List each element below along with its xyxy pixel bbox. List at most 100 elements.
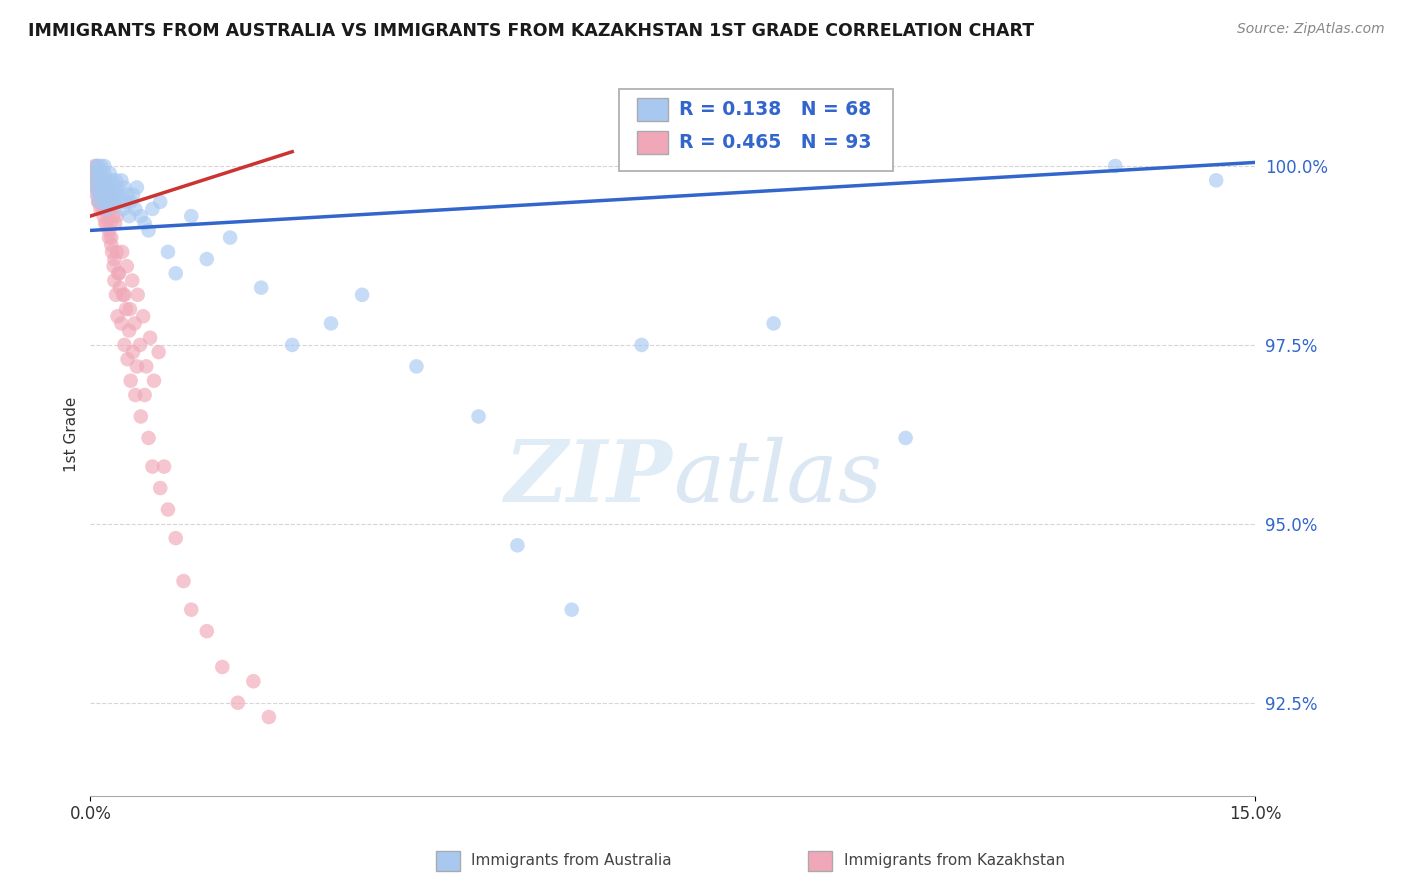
Point	[138, 431, 160, 445]
Y-axis label: 1st Grade: 1st Grade	[65, 397, 79, 472]
Point	[165, 531, 187, 545]
Point	[173, 574, 195, 588]
Text: Immigrants from Kazakhstan: Immigrants from Kazakhstan	[844, 854, 1064, 868]
Point	[86, 187, 108, 202]
Point	[97, 173, 120, 187]
Point	[118, 209, 141, 223]
Point	[91, 194, 114, 209]
Point	[98, 202, 121, 216]
Point	[93, 166, 115, 180]
Point	[894, 431, 917, 445]
Point	[89, 166, 111, 180]
Text: atlas: atlas	[672, 436, 882, 519]
Point	[111, 288, 134, 302]
Point	[561, 603, 583, 617]
Point	[91, 202, 114, 216]
Point	[100, 194, 122, 209]
Point	[153, 459, 176, 474]
Point	[87, 159, 110, 173]
Point	[83, 173, 105, 187]
Point	[242, 674, 264, 689]
Point	[121, 273, 143, 287]
Point	[319, 317, 342, 331]
Point	[94, 173, 117, 187]
Point	[105, 244, 128, 259]
Point	[114, 338, 136, 352]
Point	[94, 180, 117, 194]
Point	[1104, 159, 1126, 173]
Point	[83, 166, 105, 180]
Point	[84, 166, 107, 180]
Point	[97, 187, 120, 202]
Point	[97, 209, 120, 223]
Point	[281, 338, 304, 352]
Point	[105, 209, 128, 223]
Point	[86, 159, 108, 173]
Point	[195, 252, 218, 266]
Point	[87, 194, 110, 209]
Point	[156, 244, 179, 259]
Point	[165, 266, 187, 280]
Point	[87, 187, 110, 202]
Point	[195, 624, 218, 639]
Point	[100, 180, 122, 194]
Point	[134, 216, 156, 230]
Point	[352, 288, 374, 302]
Point	[107, 180, 129, 194]
Point	[103, 194, 125, 209]
Point	[129, 338, 152, 352]
Point	[125, 359, 148, 374]
Point	[118, 302, 141, 317]
Point	[120, 374, 142, 388]
Point	[101, 173, 124, 187]
Point	[111, 244, 134, 259]
Point	[87, 166, 110, 180]
Point	[90, 180, 112, 194]
Point	[762, 317, 785, 331]
Point	[84, 159, 107, 173]
Point	[103, 180, 125, 194]
Point	[117, 187, 139, 202]
Point	[98, 166, 121, 180]
Point	[226, 696, 249, 710]
Point	[94, 216, 117, 230]
Text: R = 0.465   N = 93: R = 0.465 N = 93	[679, 133, 872, 153]
Point	[96, 180, 118, 194]
Text: R = 0.138   N = 68: R = 0.138 N = 68	[679, 100, 872, 120]
Point	[103, 194, 125, 209]
Point	[110, 173, 132, 187]
Point	[115, 302, 138, 317]
Point	[93, 159, 115, 173]
Point	[89, 202, 111, 216]
Point	[86, 180, 108, 194]
Point	[94, 187, 117, 202]
Point	[97, 230, 120, 244]
Point	[124, 317, 146, 331]
Point	[125, 180, 148, 194]
Point	[87, 194, 110, 209]
Point	[104, 288, 127, 302]
Point	[93, 194, 115, 209]
Point	[104, 216, 127, 230]
Point	[100, 230, 122, 244]
Point	[134, 388, 156, 402]
Point	[104, 173, 127, 187]
Point	[139, 331, 162, 345]
Point	[89, 187, 111, 202]
Point	[506, 538, 529, 552]
Point	[93, 194, 115, 209]
Point	[149, 194, 172, 209]
Point	[91, 187, 114, 202]
Point	[94, 202, 117, 216]
Point	[107, 310, 129, 324]
Point	[96, 216, 118, 230]
Point	[120, 194, 142, 209]
Point	[96, 202, 118, 216]
Point	[104, 187, 127, 202]
Point	[98, 187, 121, 202]
Point	[103, 273, 125, 287]
Point	[111, 202, 134, 216]
Point	[180, 209, 202, 223]
Point	[89, 173, 111, 187]
Text: IMMIGRANTS FROM AUSTRALIA VS IMMIGRANTS FROM KAZAKHSTAN 1ST GRADE CORRELATION CH: IMMIGRANTS FROM AUSTRALIA VS IMMIGRANTS …	[28, 22, 1035, 40]
